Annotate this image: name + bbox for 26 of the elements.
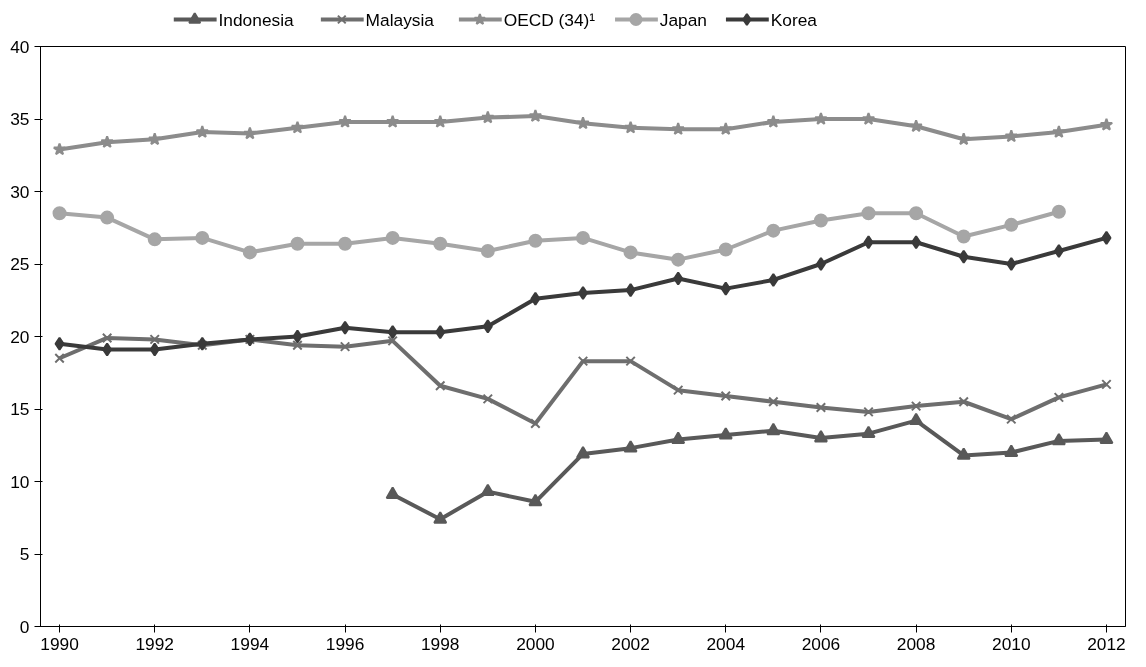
legend-label: Indonesia: [218, 9, 295, 30]
y-tick-label: 5: [19, 544, 30, 564]
y-tick-label: 35: [10, 109, 30, 129]
y-tick-label: 30: [10, 181, 30, 202]
legend-label: OECD (34)¹: [503, 9, 596, 30]
legend-label: Korea: [770, 9, 818, 30]
x-tick-label: 1996: [325, 633, 365, 654]
x-tick-label: 1998: [420, 633, 460, 654]
x-tick-label: 2012: [1087, 633, 1126, 654]
y-tick-label: 20: [10, 326, 30, 347]
y-tick-label: 40: [10, 36, 30, 57]
x-tick-label: 2004: [706, 633, 746, 654]
x-tick-label: 2008: [896, 633, 936, 654]
y-tick-label: 10: [10, 471, 30, 492]
x-tick-label: 1994: [230, 633, 270, 654]
x-tick-label: 2002: [611, 633, 650, 654]
legend-label: Malaysia: [365, 9, 435, 30]
y-tick-label: 15: [10, 399, 30, 419]
x-tick-label: 2000: [516, 633, 555, 654]
legend-label: Japan: [659, 9, 707, 30]
x-tick-label: 2006: [801, 633, 841, 654]
y-tick-label: 25: [10, 254, 30, 274]
x-tick-label: 1992: [135, 633, 174, 654]
x-tick-label: 2010: [992, 633, 1031, 654]
x-tick-label: 1990: [40, 633, 79, 654]
y-tick-label: 0: [19, 616, 30, 637]
